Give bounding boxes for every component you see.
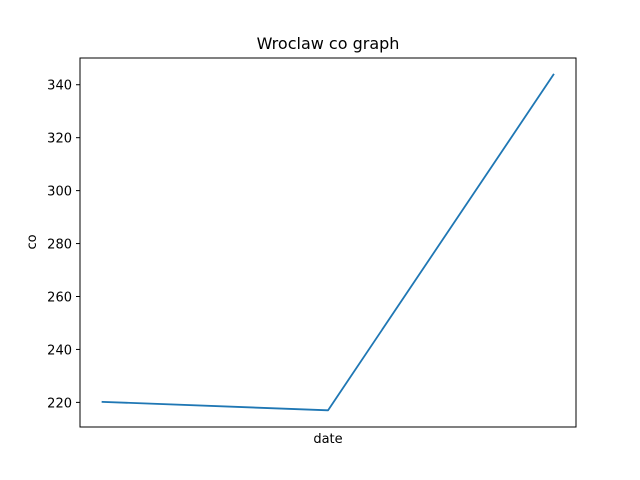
y-tick-label: 260 <box>47 291 72 306</box>
y-tick-label: 300 <box>47 185 72 200</box>
y-axis-label: co <box>25 234 40 249</box>
axes-frame <box>79 57 577 428</box>
chart-title: Wroclaw co graph <box>257 34 400 53</box>
y-tick-label: 240 <box>47 343 72 358</box>
y-tick-label: 280 <box>47 238 72 253</box>
y-tick-label: 320 <box>47 132 72 147</box>
series-line-co <box>101 73 555 412</box>
y-axis-ticks: 220 240 260 280 300 320 340 <box>47 79 80 411</box>
y-tick-label: 340 <box>47 79 72 94</box>
y-tick-label: 220 <box>47 396 72 411</box>
plot-area <box>101 73 555 412</box>
x-axis-label: date <box>313 432 342 447</box>
